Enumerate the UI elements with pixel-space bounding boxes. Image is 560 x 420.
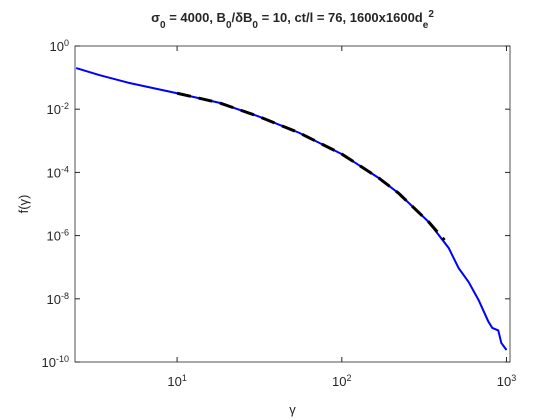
tick-base: 10 bbox=[47, 102, 61, 117]
tick-exp: -4 bbox=[61, 164, 69, 174]
title-part: = 10, ct/l = 76, 1600x1600d bbox=[258, 10, 423, 25]
chart-title: σ0 = 4000, B0/δB0 = 10, ct/l = 76, 1600x… bbox=[151, 9, 434, 31]
tick-base: 10 bbox=[42, 355, 56, 370]
tick-base: 10 bbox=[167, 374, 181, 389]
tick-base: 10 bbox=[50, 39, 64, 54]
y-tick-label: 10-4 bbox=[47, 164, 69, 180]
plot-area bbox=[74, 45, 511, 363]
title-part: 2 bbox=[428, 9, 434, 20]
y-tick-label: 10-2 bbox=[47, 101, 69, 117]
x-tick-label: 102 bbox=[332, 373, 351, 389]
tick-exp: -6 bbox=[61, 228, 69, 238]
x-tick-label: 103 bbox=[497, 373, 516, 389]
title-part: /δB bbox=[232, 10, 253, 25]
y-tick-label: 10-10 bbox=[42, 354, 69, 370]
tick-exp: 0 bbox=[64, 38, 69, 48]
y-tick-label: 100 bbox=[50, 38, 69, 54]
tick-base: 10 bbox=[47, 292, 61, 307]
tick-exp: 1 bbox=[182, 373, 187, 383]
title-part: 0 bbox=[226, 20, 232, 31]
series-line bbox=[176, 91, 446, 242]
y-tick-label: 10-8 bbox=[47, 291, 69, 307]
y-axis-label: f(γ) bbox=[16, 195, 31, 214]
title-part: = 4000, B bbox=[166, 10, 226, 25]
x-axis-label: γ bbox=[289, 402, 296, 417]
x-tick-label: 101 bbox=[167, 373, 186, 389]
tick-exp: 3 bbox=[511, 373, 516, 383]
y-tick-label: 10-6 bbox=[47, 228, 69, 244]
tick-base: 10 bbox=[47, 229, 61, 244]
tick-exp: -8 bbox=[61, 291, 69, 301]
tick-exp: 2 bbox=[347, 373, 352, 383]
tick-base: 10 bbox=[497, 374, 511, 389]
title-part: e bbox=[423, 20, 429, 31]
tick-exp: -10 bbox=[56, 354, 69, 364]
tick-base: 10 bbox=[332, 374, 346, 389]
tick-base: 10 bbox=[47, 165, 61, 180]
title-part: σ bbox=[151, 10, 160, 25]
tick-exp: -2 bbox=[61, 101, 69, 111]
title-part: 0 bbox=[160, 20, 166, 31]
title-part: 0 bbox=[252, 20, 258, 31]
